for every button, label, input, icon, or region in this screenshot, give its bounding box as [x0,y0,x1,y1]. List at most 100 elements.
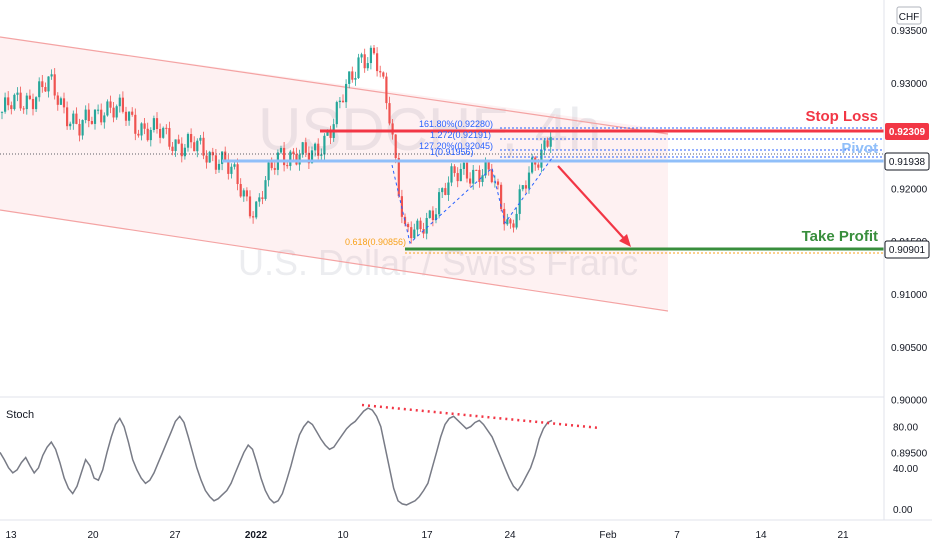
candle-body [264,180,267,199]
candle-body [273,168,276,170]
candle-body [341,100,345,103]
candle-body [137,133,140,136]
candle-body [391,123,394,135]
candle-body [397,157,400,197]
candle-body [348,71,351,84]
stoch-tick-label: 40.00 [893,464,918,475]
candle-body [84,109,87,121]
candle-body [53,74,56,96]
projection-arrow [557,165,631,247]
svg-text:0.90901: 0.90901 [889,245,926,256]
candle-body [168,128,171,147]
fib-label-1: 1(0.91956) [430,147,474,157]
svg-text:CHF: CHF [899,12,920,23]
channel-lower-line [0,209,669,312]
candle-body [338,100,341,103]
candle-body [171,146,174,152]
svg-text:0.91938: 0.91938 [889,157,926,168]
candle-body [230,166,233,174]
candle-body [543,140,546,150]
price-tick-label: 0.90500 [891,343,928,354]
candle-body [248,196,252,217]
candle-body [447,182,450,195]
time-tick-label: 10 [337,530,349,541]
candle-body [518,189,521,214]
candle-body [90,121,93,124]
candle-body [245,190,248,197]
candle-body [242,190,245,197]
candle-body [484,161,487,176]
candle-body [174,139,177,152]
candle-body [118,97,121,107]
stoch-line [0,407,553,506]
candle-body [149,129,152,141]
candle-body [7,97,10,106]
candle-body [407,224,410,228]
candle-body [97,109,100,111]
candle-body [62,98,66,108]
candle-body [509,219,512,224]
candle-body [103,115,106,123]
stoch-trendline [361,403,601,430]
candle-body [531,157,534,173]
candle-body [354,78,357,80]
candle-body [410,227,413,239]
candle-body [10,105,13,110]
pivot-price-badge: 0.91938 [884,152,930,171]
fib-label-1272: 1.272(0.92191) [430,130,491,140]
candle-body [335,102,338,125]
candle-body [236,164,239,185]
candle-body [527,172,531,189]
time-tick-label: 14 [755,530,767,541]
candle-body [72,113,75,124]
candle-body [38,81,41,98]
candle-body [459,168,462,182]
candle-body [208,151,211,163]
candle-body [162,127,165,138]
candle-body [143,123,146,129]
candle-body [388,103,391,124]
candle-body [372,47,376,54]
candle-body [481,175,484,182]
candle-body [106,101,109,116]
price-levels [0,129,884,254]
candle-body [537,164,540,168]
candle-body [369,47,372,64]
candle-body [221,151,224,164]
candle-body [199,137,202,141]
time-tick-label: 21 [837,530,849,541]
time-axis[interactable]: 13 20 27 2022 10 17 24 Feb 7 14 21 [5,530,849,541]
candle-body [524,185,527,189]
candle-body [93,109,97,124]
take-profit-label: Take Profit [802,228,878,245]
candle-body [81,120,84,136]
price-tick-label: 0.91000 [891,290,928,301]
candle-body [431,210,434,221]
candle-body [292,151,295,155]
descending-channel [0,36,669,312]
time-tick-label: 20 [87,530,99,541]
candle-body [13,94,16,110]
candle-body [267,162,270,181]
candle-body [487,161,490,170]
candle-body [478,169,481,182]
candle-body [472,169,475,184]
candle-body [75,113,78,124]
candle-body [25,95,28,110]
candle-body [35,97,38,110]
candle-body [500,184,503,209]
candle-body [165,127,168,129]
price-tick-label: 0.92000 [891,184,928,195]
candle-body [131,111,134,115]
candle-body [416,220,419,230]
candle-body [376,53,379,72]
candle-body [217,163,221,170]
candle-body [385,76,388,104]
candle-body [286,165,289,167]
candle-body [128,111,131,121]
candle-body [456,173,459,182]
candle-body [317,143,320,156]
time-tick-label: Feb [599,530,617,541]
candle-body [140,123,143,136]
